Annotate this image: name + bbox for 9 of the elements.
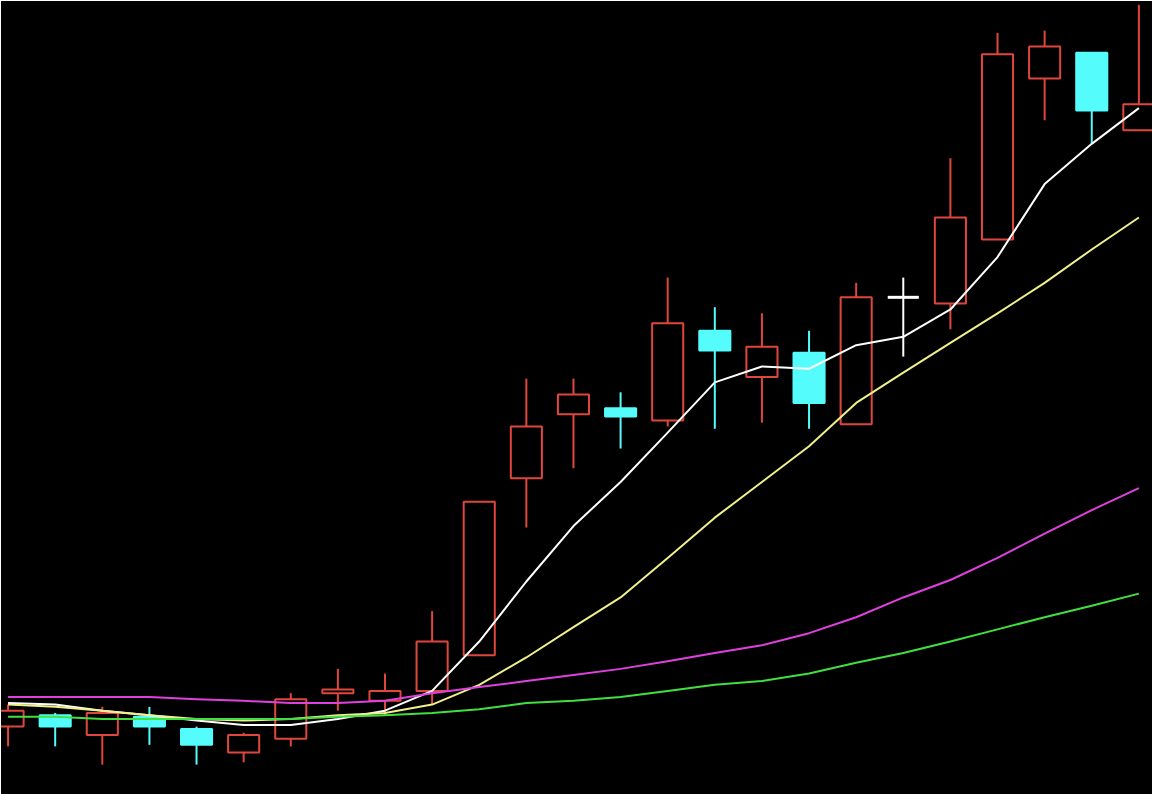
candlestick (1028, 29, 1062, 122)
candlestick (745, 312, 779, 424)
candlestick (792, 329, 826, 430)
candlestick (698, 306, 732, 430)
candlestick (886, 276, 921, 358)
candlestick (604, 391, 638, 450)
candlestick (556, 377, 591, 470)
candlestick (933, 157, 967, 331)
candlestick (509, 377, 543, 529)
